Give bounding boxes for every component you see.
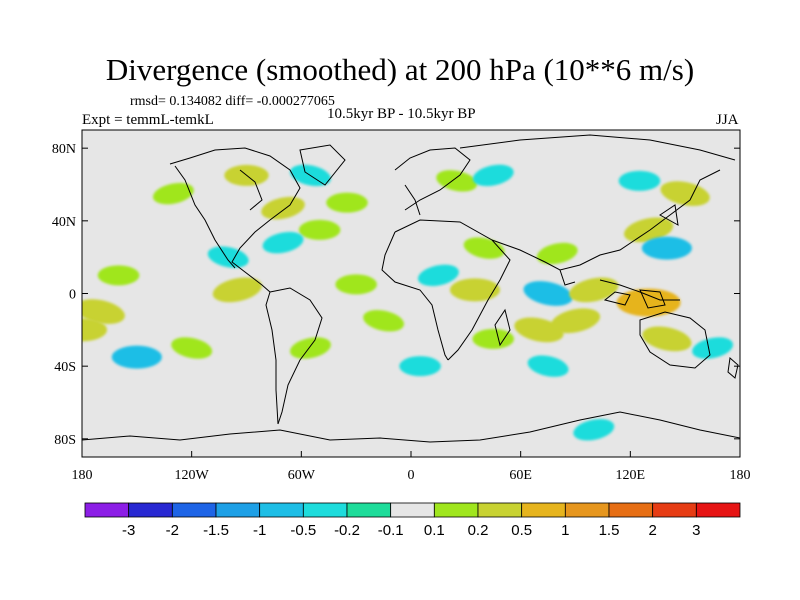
- anomaly-region: [326, 192, 368, 213]
- anomaly-region: [641, 236, 692, 260]
- period-label: 10.5kyr BP - 10.5kyr BP: [327, 106, 476, 122]
- colorbar-swatch: [433, 502, 479, 518]
- anomaly-region: [363, 310, 405, 332]
- lon-label: 0: [408, 468, 415, 483]
- lat-label: 40S: [54, 360, 76, 375]
- anomaly-region: [212, 277, 262, 303]
- lat-label: 80S: [54, 433, 76, 448]
- anomaly-region: [171, 337, 213, 359]
- colorbar-swatch: [477, 502, 523, 518]
- colorbar-label: 1.5: [599, 522, 620, 539]
- anomaly-region: [152, 182, 194, 205]
- colorbar-swatch: [564, 502, 610, 518]
- anomaly-region: [472, 164, 514, 187]
- anomaly-region: [616, 288, 681, 317]
- colorbar-label: 1: [561, 522, 569, 539]
- anomaly-region: [642, 326, 692, 352]
- colorbar-swatch: [171, 502, 217, 518]
- anomaly-region: [298, 219, 341, 240]
- lon-label: 60E: [509, 468, 532, 483]
- colorbar-label: 0.2: [468, 522, 489, 539]
- season-label: JJA: [716, 112, 739, 128]
- anomaly-region: [692, 337, 734, 359]
- colorbar-swatch: [521, 502, 566, 518]
- colorbar-swatch: [346, 502, 392, 518]
- lat-label: 40N: [52, 215, 76, 230]
- anomaly-region: [82, 318, 107, 342]
- colorbar-swatch: [128, 502, 173, 518]
- lat-label: 0: [69, 288, 76, 303]
- anomaly-region: [618, 170, 661, 191]
- anomaly-region: [290, 337, 331, 359]
- anomaly-region: [573, 419, 615, 441]
- anomaly-region: [417, 264, 459, 287]
- stats-label: rmsd= 0.134082 diff= -0.000277065: [130, 94, 335, 109]
- colorbar-swatch: [652, 502, 697, 518]
- colorbar-label: 0.1: [424, 522, 445, 539]
- colorbar-label: -0.1: [378, 522, 404, 539]
- colorbar-label: -2: [166, 522, 179, 539]
- colorbar-swatch: [302, 502, 348, 518]
- colorbar-label: -1.5: [203, 522, 229, 539]
- experiment-label: Expt = temmL-temkL: [82, 112, 214, 128]
- colorbar-label: -1: [253, 522, 266, 539]
- anomaly-region: [523, 281, 573, 306]
- colorbar-label: -3: [122, 522, 135, 539]
- colorbar-swatch: [215, 502, 261, 518]
- colorbar-label: -0.5: [290, 522, 316, 539]
- colorbar-swatch: [695, 502, 741, 518]
- lon-label: 60W: [288, 468, 316, 483]
- anomaly-region: [436, 170, 478, 192]
- anomaly-region: [527, 355, 569, 377]
- colorbar-swatch: [259, 502, 304, 518]
- anomaly-region: [569, 277, 619, 303]
- colorbar-label: -0.2: [334, 522, 360, 539]
- colorbar-label: 0.5: [511, 522, 532, 539]
- lon-label: 120E: [616, 468, 646, 483]
- anomaly-region: [82, 299, 125, 325]
- anomaly-region: [335, 274, 377, 295]
- colorbar-swatch: [608, 502, 654, 518]
- colorbar-label: 2: [648, 522, 656, 539]
- lon-label: 180: [72, 468, 93, 483]
- anomaly-region: [262, 231, 304, 254]
- lon-label: 120W: [175, 468, 210, 483]
- anomaly-region: [207, 246, 249, 268]
- lon-label: 180: [730, 468, 751, 483]
- anomaly-region: [399, 356, 441, 377]
- anomaly-region: [472, 328, 515, 349]
- coastlines: [82, 134, 740, 443]
- anomaly-region: [624, 217, 674, 243]
- lat-label: 80N: [52, 142, 76, 157]
- chart-title: Divergence (smoothed) at 200 hPa (10**6 …: [105, 52, 695, 87]
- anomaly-region: [261, 196, 305, 220]
- colorbar-swatch: [84, 502, 130, 518]
- anomaly-region: [97, 265, 140, 286]
- colorbar-label: 3: [692, 522, 700, 539]
- anomaly-region: [536, 242, 578, 265]
- anomaly-region: [449, 278, 500, 302]
- anomaly-region: [550, 308, 601, 334]
- anomaly-region: [660, 181, 710, 206]
- anomaly-region: [111, 345, 162, 369]
- colorbar-swatch: [390, 502, 435, 518]
